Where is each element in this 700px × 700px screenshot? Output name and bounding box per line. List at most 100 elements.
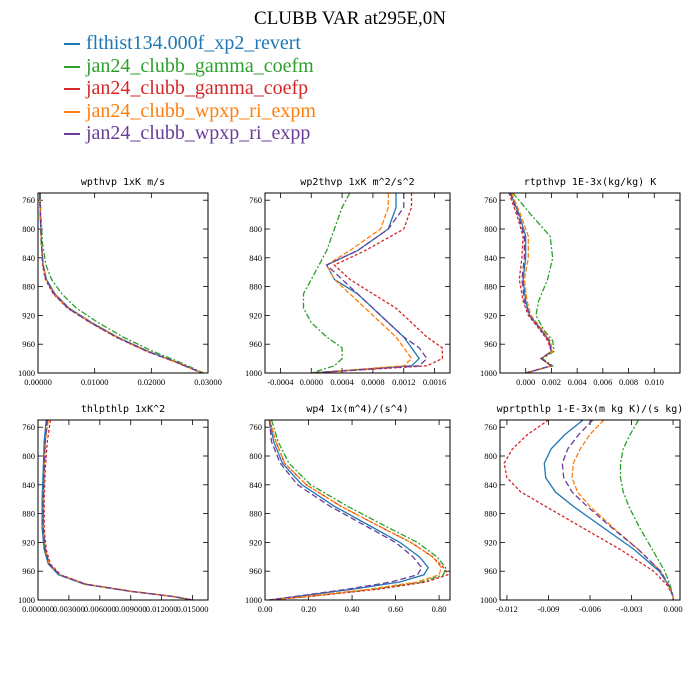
x-tick-label: 0.02000 [138,377,166,387]
series-line [268,419,443,601]
panel-frame [499,419,681,601]
y-tick-label: 800 [249,451,262,461]
x-tick-label: 0.80 [432,604,447,614]
y-tick-label: 760 [484,195,497,205]
legend-item: jan24_clubb_wpxp_ri_expp [64,122,316,145]
x-tick-label: 0.012000 [146,604,178,614]
y-tick-label: 880 [484,509,497,519]
x-tick-label: 0.03000 [194,377,222,387]
y-tick-label: 840 [484,253,497,263]
panel-title: rtpthvp 1E-3x(kg/kg) K [524,177,656,188]
x-tick-label: 0.000000 [22,604,54,614]
series-line [512,192,555,374]
y-tick-label: 840 [484,480,497,490]
series-line [571,419,674,600]
y-tick-label: 1000 [18,368,35,378]
x-tick-label: 0.010 [645,377,664,387]
y-tick-label: 920 [484,310,497,320]
x-tick-label: 0.0000 [300,377,323,387]
legend-label: jan24_clubb_wpxp_ri_expp [86,122,311,144]
y-tick-label: 800 [249,224,262,234]
x-tick-label: 0.00 [258,604,273,614]
y-tick-label: 1000 [245,368,262,378]
x-tick-label: 0.00000 [24,377,52,387]
series-line [42,419,193,601]
panel-title: wprtpthlp 1-E-3x(m kg K)/(s kg) [497,404,684,415]
series-line [39,192,203,374]
x-tick-label: 0.015000 [177,604,209,614]
series-line [503,419,674,600]
panel-frame [37,419,209,601]
x-tick-label: 0.003000 [53,604,85,614]
y-tick-label: 760 [249,195,262,205]
x-tick-label: 0.40 [345,604,360,614]
series-line [39,192,203,374]
y-tick-label: 840 [249,253,262,263]
legend-item: jan24_clubb_gamma_coefp [64,77,316,100]
series-line [268,419,449,601]
x-tick-label: 0.60 [388,604,403,614]
panel-frame [37,192,209,374]
legend-item: flthist134.000f_xp2_revert [64,32,316,55]
x-tick-label: 0.008 [619,377,638,387]
y-tick-label: 800 [22,224,35,234]
x-tick-label: 0.000 [664,604,683,614]
y-tick-label: 880 [484,282,497,292]
legend-item: jan24_clubb_gamma_coefm [64,55,316,78]
series-line [561,419,674,600]
x-tick-label: -0.012 [496,604,518,614]
y-tick-label: 960 [22,339,35,349]
legend-swatch [64,65,80,68]
series-line [311,193,413,374]
legend-swatch [64,43,80,46]
y-tick-label: 840 [22,480,35,490]
legend: flthist134.000f_xp2_revert jan24_clubb_g… [64,32,316,145]
panel-frame [264,419,451,601]
x-tick-label: 0.006000 [84,604,116,614]
x-tick-label: 0.002 [542,377,561,387]
y-tick-label: 800 [484,224,497,234]
x-tick-label: 0.006 [593,377,612,387]
y-tick-label: 1000 [18,595,35,605]
y-tick-label: 880 [249,282,262,292]
x-tick-label: -0.003 [621,604,643,614]
y-tick-label: 760 [22,422,35,432]
series-line [268,419,429,601]
x-tick-label: -0.009 [537,604,559,614]
series-line [543,419,674,600]
y-tick-label: 880 [249,509,262,519]
legend-label: jan24_clubb_wpxp_ri_expm [86,99,316,122]
panel-frame [264,192,451,374]
legend-item: jan24_clubb_wpxp_ri_expm [64,100,316,123]
y-tick-label: 880 [22,509,35,519]
y-tick-label: 920 [249,310,262,320]
legend-label: flthist134.000f_xp2_revert [86,32,301,54]
series-line [43,419,194,601]
y-tick-label: 1000 [480,368,497,378]
series-line [268,419,423,601]
series-line [39,192,204,374]
x-tick-label: 0.0016 [423,377,446,387]
y-tick-label: 840 [22,253,35,263]
series-line [41,419,193,601]
legend-label: jan24_clubb_gamma_coefp [86,77,309,99]
x-tick-label: 0.0004 [330,377,354,387]
y-tick-label: 880 [22,282,35,292]
panel-title: thlpthlp 1xK^2 [81,404,165,415]
x-tick-label: 0.009000 [115,604,147,614]
series-line [302,192,351,374]
series-line [509,192,553,374]
y-tick-label: 920 [22,310,35,320]
y-tick-label: 960 [249,339,262,349]
series-line [619,419,674,600]
y-tick-label: 800 [22,451,35,461]
x-tick-label: 0.004 [568,377,588,387]
y-tick-label: 760 [484,422,497,432]
series-line [39,192,203,374]
series-line [509,192,553,374]
y-tick-label: 960 [484,339,497,349]
y-tick-label: 760 [249,422,262,432]
y-tick-label: 960 [484,566,497,576]
y-tick-label: 920 [484,537,497,547]
x-tick-label: 0.20 [301,604,316,614]
